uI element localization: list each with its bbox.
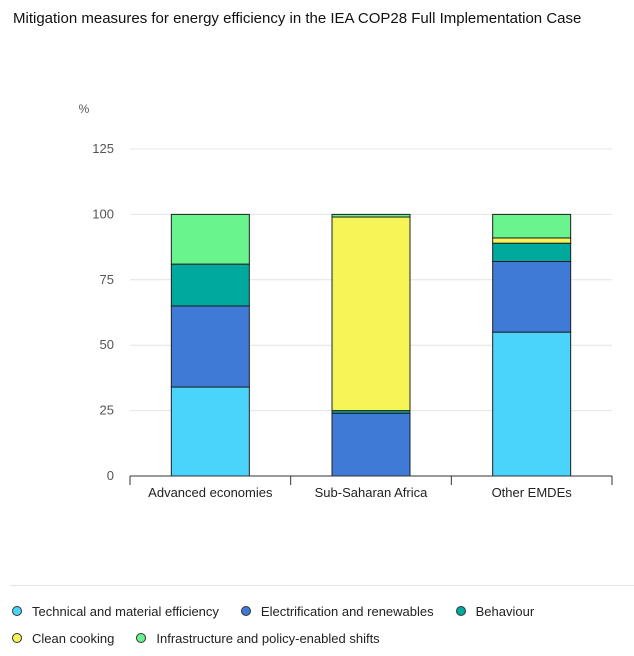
circle-dot-icon [12, 606, 22, 616]
legend-item: Behaviour [455, 603, 535, 619]
stacked-bar-chart: % 0 25 50 75 100 125 Advanced economies Sub-Sa… [79, 102, 613, 500]
bar-segment [170, 213, 250, 265]
bar-segment [492, 242, 572, 262]
x-category-label: Sub-Saharan Africa [315, 485, 429, 500]
y-tick-label: 100 [92, 206, 114, 221]
legend-label: Behaviour [475, 603, 535, 619]
legend-label: Technical and material efficiency [32, 603, 219, 619]
bar-segment [331, 216, 411, 412]
legend-item: Technical and material efficiency [12, 604, 219, 619]
circle-dot-icon [240, 606, 251, 616]
bar-segment [331, 412, 411, 477]
bar-segment [492, 213, 572, 239]
legend-row: Clean cooking Infrastructure and policy-e… [12, 629, 632, 647]
y-axis-ticks: 0 25 50 75 100 125 [92, 141, 114, 483]
legend-label: Clean cooking [32, 630, 115, 646]
legend-item: Infrastructure and policy-enabled shifts [136, 630, 380, 646]
chart-title: Mitigation measures for energy efficienc… [13, 10, 582, 27]
circle-dot-icon [12, 633, 22, 643]
legend-divider [10, 585, 634, 586]
bar-segment [492, 237, 572, 244]
legend-item: Clean cooking [12, 631, 114, 646]
x-category-label: Advanced economies [148, 485, 273, 500]
x-axis: Advanced economies Sub-Saharan Africa Othe… [129, 475, 613, 500]
y-tick-label: 75 [100, 272, 114, 287]
bar-segment [492, 260, 572, 333]
y-axis-unit-label: % [79, 102, 90, 116]
bar-segment [170, 386, 250, 477]
bar-segment [170, 305, 250, 388]
circle-dot-icon [455, 606, 466, 616]
legend-row: Technical and material efficiency Electri… [12, 602, 632, 620]
y-tick-label: 125 [92, 141, 114, 156]
bar-segment [492, 331, 572, 477]
legend-item: Electrification and renewables [240, 603, 434, 619]
legend: Technical and material efficiency Electri… [12, 602, 632, 656]
bar-segment [331, 213, 411, 218]
bar-segment [170, 263, 250, 307]
y-tick-label: 25 [100, 403, 114, 418]
legend-label: Infrastructure and policy-enabled shifts [156, 630, 380, 646]
x-category-label: Other EMDEs [492, 485, 573, 500]
y-tick-label: 50 [100, 337, 114, 352]
legend-label: Electrification and renewables [260, 603, 434, 619]
bars [170, 213, 572, 477]
circle-dot-icon [136, 633, 147, 643]
y-tick-label: 0 [107, 468, 114, 483]
